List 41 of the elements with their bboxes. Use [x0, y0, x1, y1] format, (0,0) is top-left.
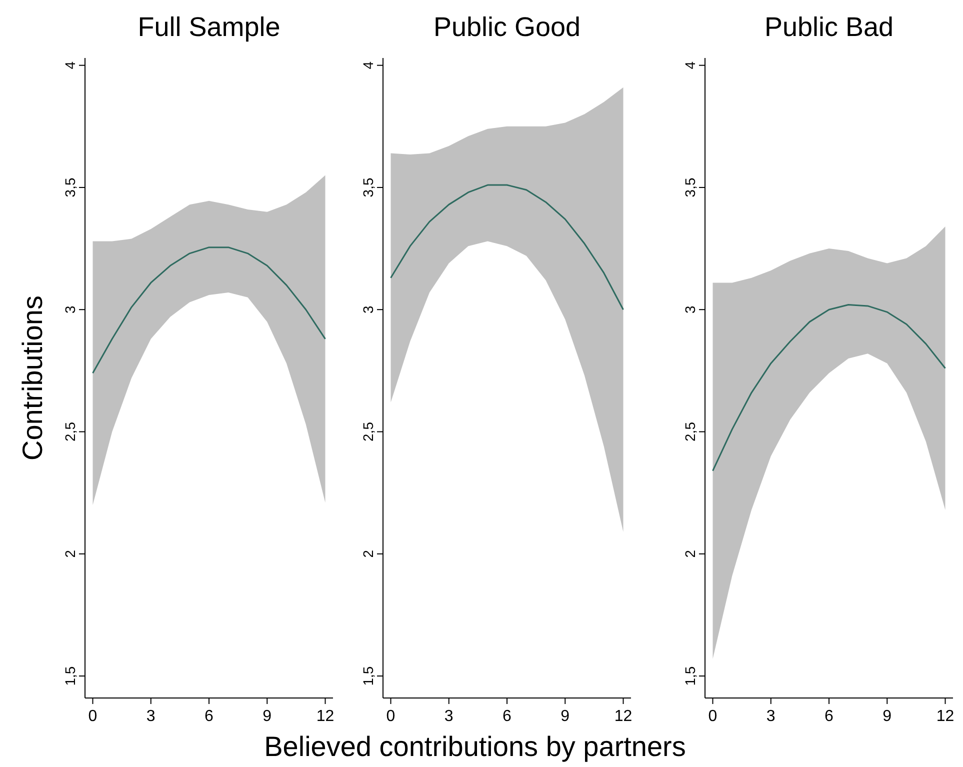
y-tick-label: 3,5 — [360, 178, 376, 198]
x-tick-label: 12 — [614, 708, 632, 725]
chart-title: Public Good — [433, 12, 581, 42]
line-series — [92, 246, 326, 374]
y-tick-label: 2 — [62, 550, 78, 558]
x-tick-label: 0 — [386, 708, 396, 725]
x-tick-label: 3 — [146, 708, 156, 725]
y-tick-label: 3,5 — [682, 178, 698, 198]
x-tick-label: 12 — [936, 708, 954, 725]
y-tick-label: 3 — [682, 306, 698, 314]
chart-title: Public Bad — [764, 12, 894, 42]
y-tick-label: 2 — [682, 550, 698, 558]
line-series — [390, 184, 624, 310]
y-tick-label: 4 — [62, 61, 78, 70]
y-tick-label: 2 — [360, 550, 376, 558]
x-tick-label: 6 — [824, 708, 834, 725]
x-tick-label: 9 — [560, 708, 570, 725]
y-tick-label: 2,5 — [682, 422, 698, 442]
y-axis-title: Contributions — [17, 296, 48, 460]
x-axis-title: Believed contributions by partners — [264, 731, 686, 762]
y-tick-label: 1,5 — [360, 666, 376, 686]
x-tick-label: 6 — [502, 708, 512, 725]
x-tick-label: 0 — [708, 708, 718, 725]
y-tick-label: 1,5 — [682, 666, 698, 686]
y-tick-label: 4 — [682, 61, 698, 70]
y-tick-label: 1,5 — [62, 666, 78, 686]
x-tick-label: 3 — [766, 708, 776, 725]
line-series — [712, 304, 946, 472]
y-tick-label: 3 — [62, 306, 78, 314]
y-tick-label: 3,5 — [62, 178, 78, 198]
y-tick-label: 4 — [360, 61, 376, 70]
y-tick-label: 2,5 — [360, 422, 376, 442]
y-tick-label: 3 — [360, 306, 376, 314]
x-tick-label: 9 — [882, 708, 892, 725]
x-tick-label: 0 — [88, 708, 98, 725]
x-tick-label: 3 — [444, 708, 454, 725]
x-tick-label: 9 — [262, 708, 272, 725]
x-tick-label: 12 — [316, 708, 334, 725]
y-tick-label: 2,5 — [62, 422, 78, 442]
chart-title: Full Sample — [138, 12, 280, 42]
x-tick-label: 6 — [204, 708, 214, 725]
